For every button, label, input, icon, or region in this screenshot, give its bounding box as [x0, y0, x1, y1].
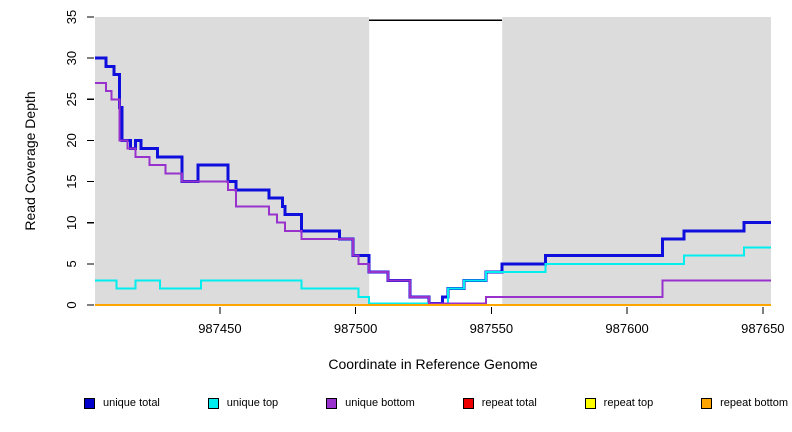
- x-tick-label: 987650: [741, 321, 784, 336]
- legend-item-repeat-top: repeat top: [584, 397, 654, 409]
- legend-item-unique-bottom: unique bottom: [326, 398, 415, 409]
- legend-item-unique-top: unique top: [207, 397, 279, 409]
- legend-swatch: [701, 398, 713, 409]
- legend-swatch: [462, 398, 474, 409]
- y-axis-title: Read Coverage Depth: [22, 91, 38, 231]
- legend-swatch: [326, 398, 338, 409]
- legend-swatch: [584, 398, 596, 409]
- left-shaded-region: [95, 17, 370, 305]
- right-shaded-region: [502, 17, 771, 305]
- x-tick-label: 987450: [198, 321, 241, 336]
- legend-label: unique total: [103, 397, 160, 409]
- legend-item-unique-total: unique total: [84, 398, 160, 409]
- x-tick-label: 987600: [605, 321, 648, 336]
- y-tick-label: 10: [64, 215, 79, 229]
- legend-item-repeat-total: repeat total: [462, 397, 537, 409]
- y-tick-label: 20: [64, 133, 79, 147]
- x-axis-title: Coordinate in Reference Genome: [328, 356, 538, 372]
- series-unique-bottom: [95, 81, 771, 305]
- legend-label: unique bottom: [345, 397, 415, 409]
- legend-label: repeat bottom: [720, 397, 788, 409]
- y-tick-label: 5: [64, 260, 79, 267]
- legend-swatch: [84, 398, 95, 409]
- x-tick-label: 987550: [470, 321, 513, 336]
- y-tick-label: 15: [64, 174, 79, 188]
- legend-item-repeat-bottom: repeat bottom: [701, 398, 788, 409]
- y-tick-label: 35: [64, 10, 79, 24]
- y-tick-label: 25: [64, 92, 79, 106]
- series-unique-top: [95, 246, 771, 305]
- legend-label: repeat total: [481, 397, 537, 409]
- legend: unique total unique top unique bottom repea…: [84, 398, 788, 409]
- legend-label: unique top: [226, 397, 279, 409]
- legend-label: repeat top: [603, 397, 654, 409]
- x-tick-label: 987500: [334, 321, 377, 336]
- coverage-plot: 987450 987500 987550 987600 987650 0 5 10 15 20 25…: [64, 10, 785, 336]
- legend-swatch: [207, 398, 219, 409]
- y-tick-label: 0: [64, 301, 79, 308]
- y-tick-label: 30: [64, 51, 79, 65]
